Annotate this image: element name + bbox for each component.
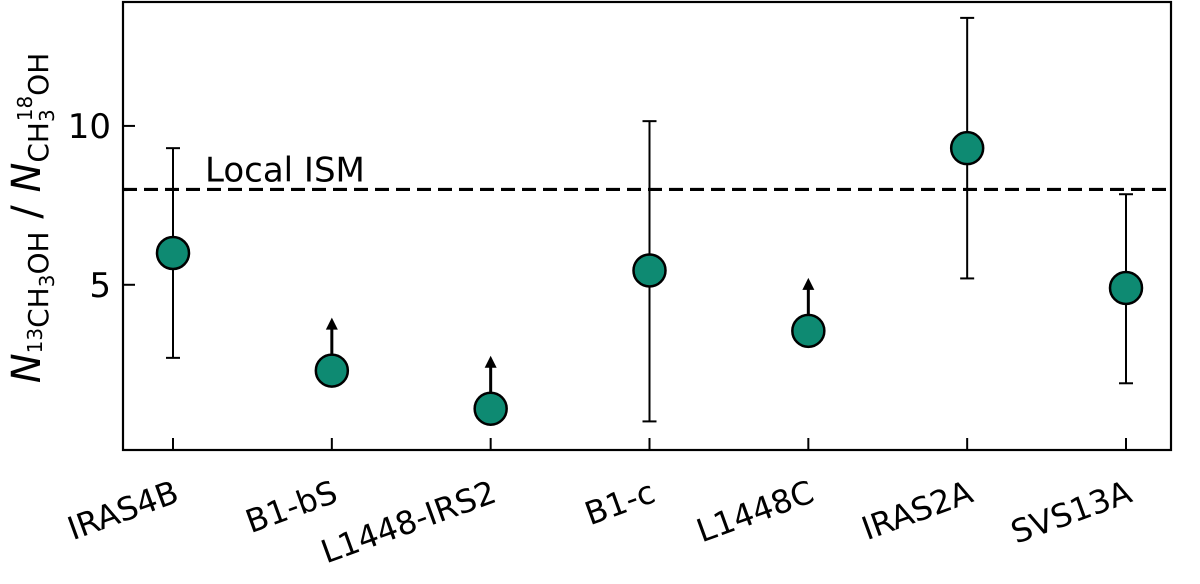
y-tick-label: 5 (89, 266, 111, 306)
plot-frame (121, 0, 1173, 452)
ylabel-N: N (4, 353, 50, 383)
ylabel-slash: / (4, 193, 50, 232)
ylabel-sub: CH (22, 122, 55, 163)
data-point (473, 391, 508, 426)
data-point (314, 353, 350, 388)
ylabel-sub3: 3 (35, 275, 59, 288)
ylabel-sub: OH (22, 231, 55, 274)
x-tick-label: IRAS4B (62, 473, 183, 548)
x-tick-label: SVS13A (1006, 473, 1137, 552)
data-point (791, 313, 826, 349)
x-tick-label: B1-c (580, 473, 660, 533)
y-tick-label: 10 (68, 107, 111, 147)
ylabel-sub: CH (22, 287, 55, 328)
lower-limit-arrowhead (802, 277, 815, 290)
data-point (632, 253, 667, 288)
ylabel-sup: 13 (23, 328, 47, 353)
ylabel-N: N (4, 163, 50, 193)
reference-line-label: Local ISM (205, 150, 365, 190)
x-tick-label: L1448C (691, 473, 818, 550)
lower-limit-arrowhead (325, 317, 338, 330)
data-point (1108, 270, 1144, 306)
ylabel-sub: OH (22, 53, 55, 96)
ylabel-sub3: 3 (35, 109, 59, 122)
data-point (949, 130, 985, 166)
x-tick-label: IRAS2A (857, 473, 978, 548)
data-point (155, 235, 191, 271)
y-axis-label: N13CH3OH / NCH318OH (4, 53, 59, 384)
ylabel-sup: 18 (13, 96, 37, 121)
x-tick-label: L1448-IRS2 (316, 473, 501, 571)
lower-limit-arrowhead (484, 355, 497, 368)
